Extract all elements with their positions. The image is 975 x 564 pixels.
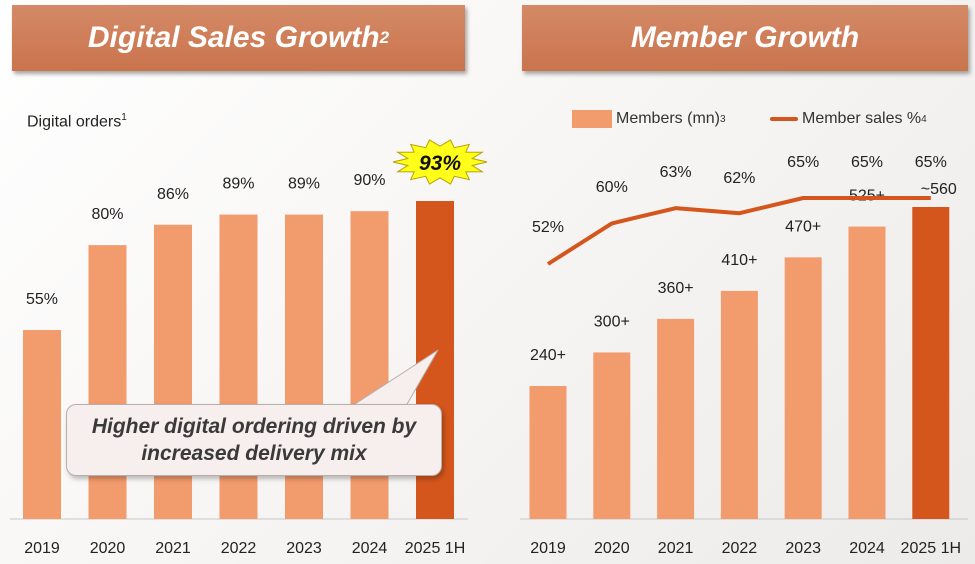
member-sales-value-label: 65% bbox=[851, 154, 883, 171]
legend-member-sales-text: Member sales % bbox=[802, 110, 922, 127]
digital-orders-value-label: 89% bbox=[288, 176, 320, 193]
digital-orders-year-label: 2019 bbox=[24, 540, 60, 557]
highlight-burst bbox=[392, 139, 488, 185]
members-value-label: 410+ bbox=[721, 252, 757, 269]
digital-orders-bar bbox=[88, 245, 127, 519]
member-growth-title: Member Growth bbox=[522, 5, 968, 71]
members-year-label: 2025 1H bbox=[901, 540, 962, 557]
members-year-label: 2019 bbox=[530, 540, 566, 557]
members-bar bbox=[912, 207, 950, 519]
burst-label: 93% bbox=[419, 152, 461, 175]
digital-orders-year-label: 2020 bbox=[90, 540, 126, 557]
digital-orders-value-label: 90% bbox=[353, 172, 385, 189]
member-growth-chart: 240+ 2019 300+ 2020 360+ 2021 410+ 2022 470+ 2023… bbox=[529, 154, 962, 557]
digital-orders-chart: 55% 2019 80% 2020 86% 2021 89% 2022 89% 2023 90% 20… bbox=[23, 172, 465, 557]
legend-members-text: Members (mn) bbox=[616, 110, 721, 127]
members-year-label: 2022 bbox=[722, 540, 758, 557]
digital-orders-value-label: 80% bbox=[91, 206, 123, 223]
digital-sales-title: Digital Sales Growth 2 bbox=[12, 5, 465, 71]
member-sales-value-label: 65% bbox=[915, 154, 947, 171]
insight-callout: Higher digital ordering driven by increa… bbox=[66, 404, 442, 476]
members-value-label: 300+ bbox=[594, 313, 630, 330]
digital-orders-value-label: 89% bbox=[222, 176, 254, 193]
legend-members-swatch bbox=[572, 110, 612, 128]
digital-sales-title-text: Digital Sales Growth bbox=[87, 21, 380, 54]
digital-orders-label: Digital orders1 bbox=[27, 112, 127, 131]
members-bar bbox=[848, 226, 886, 519]
members-year-label: 2020 bbox=[594, 540, 630, 557]
member-sales-value-label: 63% bbox=[660, 164, 692, 181]
digital-orders-year-label: 2025 1H bbox=[405, 540, 466, 557]
members-value-label: 240+ bbox=[530, 347, 566, 364]
insight-callout-text: Higher digital ordering driven by increa… bbox=[91, 415, 417, 465]
legend-member-sales: Member sales % 4 bbox=[770, 110, 927, 128]
digital-orders-year-label: 2021 bbox=[155, 540, 191, 557]
members-bar bbox=[593, 352, 631, 519]
digital-orders-footnote: 1 bbox=[121, 112, 127, 123]
members-bar bbox=[657, 318, 695, 519]
digital-orders-year-label: 2024 bbox=[352, 540, 388, 557]
members-year-label: 2024 bbox=[849, 540, 885, 557]
members-year-label: 2023 bbox=[785, 540, 821, 557]
digital-orders-value-label: 55% bbox=[26, 291, 58, 308]
member-sales-value-label: 62% bbox=[723, 170, 755, 187]
members-bar bbox=[529, 386, 567, 519]
digital-orders-label-text: Digital orders bbox=[27, 113, 122, 131]
digital-orders-year-label: 2023 bbox=[286, 540, 322, 557]
member-sales-value-label: 60% bbox=[596, 179, 628, 196]
members-year-label: 2021 bbox=[658, 540, 694, 557]
digital-orders-bar bbox=[23, 330, 61, 519]
legend-members: Members (mn) 3 bbox=[572, 110, 726, 128]
member-sales-line bbox=[546, 196, 931, 266]
members-value-label: 470+ bbox=[785, 218, 821, 235]
members-bar bbox=[784, 257, 822, 519]
member-sales-value-label: 52% bbox=[532, 219, 564, 236]
members-value-label: ~560 bbox=[921, 181, 957, 198]
members-value-label: 360+ bbox=[658, 280, 694, 297]
legend-member-sales-footnote: 4 bbox=[921, 113, 927, 125]
legend-members-footnote: 3 bbox=[720, 113, 726, 125]
digital-orders-value-label: 86% bbox=[157, 186, 189, 203]
digital-orders-year-label: 2022 bbox=[221, 540, 257, 557]
member-sales-value-label: 65% bbox=[787, 154, 819, 171]
members-bar bbox=[720, 290, 758, 519]
member-growth-title-text: Member Growth bbox=[630, 21, 860, 54]
legend-member-sales-swatch bbox=[770, 117, 798, 121]
